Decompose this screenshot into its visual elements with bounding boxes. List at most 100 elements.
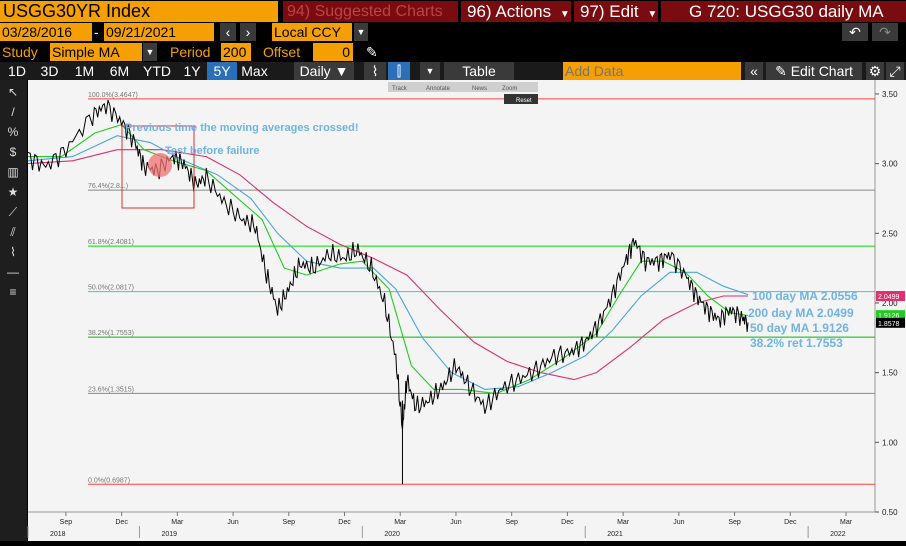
y-tick-label: 2.00 <box>882 299 898 308</box>
last-value-badge <box>876 291 905 302</box>
caret-down-icon: ▼ <box>559 9 570 20</box>
actions-button[interactable]: 96) Actions ▼ <box>461 1 571 22</box>
period-button-1y[interactable]: 1Y <box>177 62 207 80</box>
bar-chart-icon[interactable]: ⫿ <box>388 62 410 80</box>
period-button-5y[interactable]: 5Y <box>207 62 237 80</box>
x-axis-panel <box>28 512 906 541</box>
frequency-label: Daily <box>299 63 331 79</box>
channel-icon[interactable]: ⫽ <box>9 225 16 239</box>
fib-level-label: 50.0%(2.0817) <box>88 285 134 292</box>
last-value-badge <box>876 310 905 321</box>
annotation-text: Test before failure <box>165 145 260 157</box>
last-value-badge-text: 1.8578 <box>878 321 900 328</box>
y-tick-label: 1.00 <box>882 438 898 447</box>
x-month-label: Jun <box>450 519 461 526</box>
date-range-bar: 03/28/2016 - 09/21/2021 ‹ › Local CCY ▼ … <box>0 23 906 42</box>
offset-field[interactable]: 0 <box>313 43 353 61</box>
suggested-charts-button[interactable]: 94) Suggested Charts <box>283 1 458 22</box>
add-data-input[interactable] <box>563 62 741 80</box>
period-button-max[interactable]: Max <box>237 62 272 80</box>
edit-chart-label: Edit Chart <box>790 63 853 79</box>
y-tick-label: 3.50 <box>882 90 898 99</box>
study-dropdown-button[interactable]: ▼ <box>143 43 157 61</box>
edit-button[interactable]: 97) Edit ▼ <box>574 1 658 22</box>
x-month-label: Mar <box>617 519 630 526</box>
table-button[interactable]: Table <box>444 62 514 80</box>
last-value-badge <box>876 317 905 328</box>
test-circle-marker <box>148 153 172 177</box>
percent-tool-icon[interactable]: % <box>8 125 19 139</box>
study-field[interactable]: Simple MA <box>50 43 142 61</box>
reset-button[interactable] <box>504 94 538 104</box>
crossover-box <box>121 125 195 209</box>
x-month-label: Jun <box>227 519 238 526</box>
frequency-select[interactable]: Daily ▼ <box>294 62 354 80</box>
series-line-100-day-ma <box>27 135 749 390</box>
x-month-label: Mar <box>171 519 184 526</box>
trendline-icon[interactable]: ⟋ <box>9 205 18 219</box>
y-tick-label: 2.50 <box>882 229 898 238</box>
settings-gear-icon[interactable]: ⚙ <box>866 62 884 80</box>
mini-toolbar-track[interactable]: Track <box>392 86 408 92</box>
mini-toolbar <box>388 82 538 92</box>
pointer-icon[interactable]: ↖ <box>8 85 18 99</box>
annotation-text: 50 day MA 1.9126 <box>750 321 849 335</box>
favorites-icon[interactable]: ★ <box>8 185 19 199</box>
next-range-button[interactable]: › <box>240 23 256 41</box>
end-date-field[interactable]: 09/21/2021 <box>104 23 214 41</box>
horizontal-line-icon[interactable]: — <box>7 265 19 279</box>
x-month-label: Sep <box>505 519 518 526</box>
fib-level-label: 23.6%(1.3515) <box>88 386 134 393</box>
x-year-label: 2021 <box>607 531 623 538</box>
mini-toolbar-zoom[interactable]: Zoom <box>502 86 517 92</box>
x-month-label: Mar <box>840 519 853 526</box>
y-tick-label: 3.00 <box>882 160 898 169</box>
pencil-icon[interactable]: ✎ <box>366 44 378 60</box>
prev-range-button[interactable]: ‹ <box>220 23 236 41</box>
x-month-label: Dec <box>338 519 351 526</box>
period-label: Period <box>170 44 211 60</box>
chart-type-dropdown[interactable]: ▼ <box>420 62 440 80</box>
study-label: Study <box>2 44 38 60</box>
period-button-1d[interactable]: 1D <box>2 62 32 80</box>
dollar-tool-icon[interactable]: $ <box>10 145 17 159</box>
bars-tool-icon[interactable]: ▥ <box>7 165 18 179</box>
ticker-field[interactable]: USGG30YR Index <box>0 1 278 22</box>
annotation-text: 200 day MA 2.0499 <box>748 306 854 320</box>
header-bar: USGG30YR Index 94) Suggested Charts 96) … <box>0 0 906 22</box>
x-month-label: Mar <box>394 519 407 526</box>
edit-chart-button[interactable]: ✎ Edit Chart <box>766 62 862 80</box>
annotation-text: 100 day MA 2.0556 <box>752 289 858 303</box>
currency-field[interactable]: Local CCY <box>272 23 352 41</box>
period-button-3d[interactable]: 3D <box>32 62 67 80</box>
last-value-badge-text: 1.9126 <box>878 313 900 320</box>
series-line-200-day-ma <box>27 149 748 381</box>
fib-level-label: 76.4%(2.8...) <box>88 183 128 190</box>
fib-icon[interactable]: ⌇ <box>10 245 16 259</box>
period-field[interactable]: 200 <box>221 43 251 61</box>
period-button-6m[interactable]: 6M <box>102 62 137 80</box>
mini-toolbar-news[interactable]: News <box>472 86 487 92</box>
line-tool-icon[interactable]: / <box>11 105 15 119</box>
x-year-label: 2019 <box>161 531 177 538</box>
period-button-ytd[interactable]: YTD <box>137 62 177 80</box>
drawing-tools-strip <box>0 80 27 541</box>
undo-button[interactable]: ↶ <box>842 23 868 41</box>
reset-label: Reset <box>516 98 532 104</box>
currency-dropdown-button[interactable]: ▼ <box>354 23 368 41</box>
start-date-field[interactable]: 03/28/2016 <box>0 23 92 41</box>
collapse-icon[interactable]: « <box>745 62 763 80</box>
fullscreen-icon[interactable]: ⤢ <box>886 62 904 80</box>
period-button-1m[interactable]: 1M <box>67 62 102 80</box>
last-value-badge-text: 2.0499 <box>878 294 900 301</box>
mini-toolbar-annotate[interactable]: Annotate <box>426 86 451 92</box>
annotation-text: 38.2% ret 1.7553 <box>750 336 843 350</box>
fib-level-label: 100.0%(3.4647) <box>88 92 138 99</box>
menu-icon[interactable]: ≡ <box>9 285 16 299</box>
pencil-icon: ✎ <box>775 63 787 79</box>
x-month-label: Dec <box>561 519 574 526</box>
x-year-label: 2020 <box>384 531 400 538</box>
line-chart-icon[interactable]: ⌇ <box>364 62 386 80</box>
redo-button[interactable]: ↷ <box>872 23 898 41</box>
